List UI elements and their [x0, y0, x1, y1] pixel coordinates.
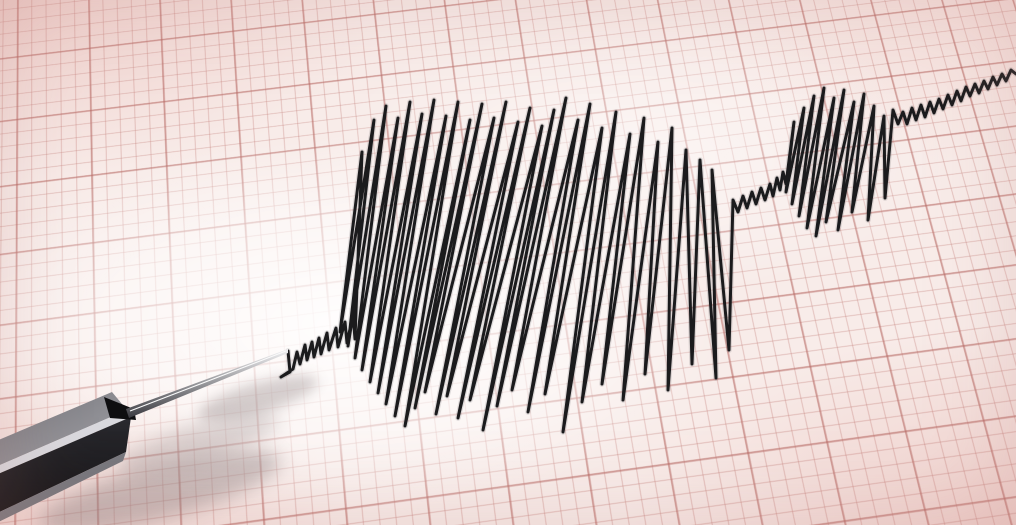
needle-highlight: [129, 350, 287, 412]
pen-silver-stripe: [0, 410, 131, 474]
pen-shadow: [39, 375, 318, 525]
seismogram-trace: [278, 67, 1016, 435]
pen-top-face: [0, 392, 127, 466]
pen-front-face: [0, 417, 131, 512]
pen-arm: [0, 349, 288, 522]
pen-bottom-bevel: [0, 452, 126, 522]
trace-ink-line: [279, 68, 1016, 434]
